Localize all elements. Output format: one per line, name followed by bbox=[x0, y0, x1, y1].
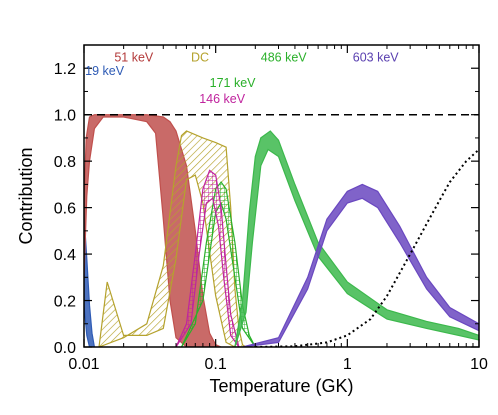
plot-frame bbox=[83, 44, 480, 348]
label-146-kev: 146 keV bbox=[199, 92, 246, 106]
label-171-kev: 171 keV bbox=[210, 76, 257, 90]
label-19-kev: 19 keV bbox=[85, 64, 125, 78]
label-603-kev: 603 keV bbox=[353, 50, 400, 64]
y-tick-label: 0.0 bbox=[54, 340, 76, 357]
x-tick-label: 1 bbox=[343, 356, 352, 373]
x-tick-label: 10 bbox=[470, 356, 488, 373]
series-8-curve bbox=[255, 148, 479, 347]
series-146-kev-band bbox=[175, 169, 240, 347]
x-tick-label: 0.01 bbox=[68, 356, 99, 373]
y-tick-label: 0.6 bbox=[54, 201, 76, 218]
series-603-kev-band bbox=[242, 183, 479, 347]
x-axis-title: Temperature (GK) bbox=[209, 376, 353, 396]
series-486-kev-band bbox=[234, 130, 479, 347]
label-dc: DC bbox=[191, 50, 209, 64]
label-51-kev: 51 keV bbox=[114, 50, 154, 64]
y-axis-title: Contribution bbox=[16, 147, 36, 244]
y-tick-label: 1.2 bbox=[54, 61, 76, 78]
y-tick-label: 0.8 bbox=[54, 154, 76, 171]
series-layer bbox=[84, 114, 479, 347]
y-tick-label: 0.2 bbox=[54, 294, 76, 311]
y-tick-label: 1.0 bbox=[54, 108, 76, 125]
axis-ticks: 0.01 0.1 1 10 0.0 0.2 0.4 0.6 0.8 1.0 1.2 bbox=[54, 44, 488, 373]
x-tick-label: 0.1 bbox=[205, 356, 227, 373]
series-19-kev-band bbox=[84, 214, 96, 347]
label-486-kev: 486 keV bbox=[261, 50, 308, 64]
y-tick-label: 0.4 bbox=[54, 247, 76, 264]
